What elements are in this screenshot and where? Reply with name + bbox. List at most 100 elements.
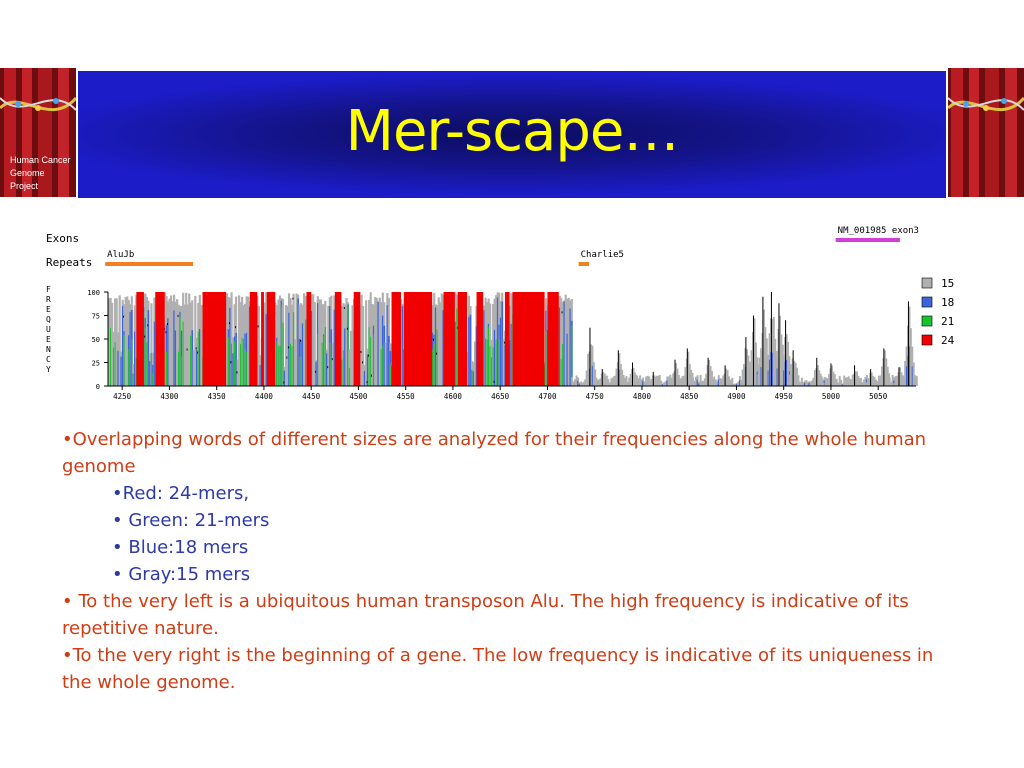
green-21mer-bar (227, 337, 230, 386)
green-21mer-bar (323, 336, 325, 386)
x-tick-label: 4500 (349, 392, 368, 401)
gray-15mer-peak (603, 373, 606, 386)
gray-15mer-peak (622, 374, 625, 386)
gray-15mer-peak (855, 371, 858, 386)
x-tick-label: 4600 (444, 392, 463, 401)
gray-15mer-peak (638, 383, 641, 386)
blue-18mer-bar (310, 311, 313, 386)
gray-15mer-bar (169, 295, 173, 386)
blue-18mer-bar (783, 370, 785, 386)
gray-15mer-peak (596, 383, 599, 386)
green-21mer-bar (165, 351, 168, 386)
blue-18mer-bar (288, 312, 290, 386)
gray-15mer-bar (374, 297, 377, 386)
green-21mer-bar (433, 343, 435, 386)
gray-15mer-peak (676, 368, 679, 386)
black-peak-line (631, 362, 633, 386)
gray-15mer-bar (473, 341, 477, 386)
legend-label: 15 (941, 277, 954, 290)
gray-15mer-peak (872, 375, 875, 386)
gray-15mer-bar (640, 379, 643, 386)
blue-18mer-bar (134, 331, 136, 386)
black-edge-mark (195, 347, 197, 350)
gray-15mer-bar (171, 301, 174, 386)
gray-15mer-peak (677, 375, 680, 386)
y-label-letter: U (46, 325, 51, 334)
gray-15mer-peak (614, 375, 617, 386)
legend-label: 18 (941, 296, 954, 309)
blue-18mer-bar (808, 383, 810, 386)
black-edge-mark (360, 350, 362, 353)
x-tick-label: 4550 (397, 392, 416, 401)
gray-15mer-peak (657, 381, 660, 386)
green-21mer-bar (486, 339, 488, 386)
gray-15mer-bar (236, 359, 239, 386)
gray-15mer-bar (163, 292, 167, 386)
gray-15mer-peak (772, 317, 775, 386)
green-21mer-bar (562, 343, 564, 386)
gray-15mer-peak (822, 382, 825, 386)
gray-15mer-peak (758, 357, 761, 386)
blue-18mer-bar (906, 366, 908, 386)
gray-15mer-peak (710, 370, 713, 386)
gray-15mer-peak (745, 349, 748, 386)
gray-15mer-peak (606, 380, 609, 386)
blue-18mer-bar (248, 306, 251, 386)
black-peak-line (589, 327, 591, 386)
black-peak-line (830, 363, 832, 386)
logo-text: Human Cancer Genome Project (10, 154, 71, 193)
blue-18mer-bar (344, 328, 346, 386)
gray-15mer-peak (836, 383, 839, 386)
green-21mer-bar (299, 356, 301, 386)
gray-15mer-peak (851, 374, 854, 386)
gray-15mer-bar (349, 330, 353, 386)
gray-15mer-bar (732, 383, 735, 386)
gray-15mer-peak (765, 338, 768, 386)
gray-15mer-bar (238, 295, 241, 386)
gray-15mer-peak (740, 380, 743, 386)
gray-15mer-peak (587, 353, 590, 386)
gray-15mer-bar (695, 376, 698, 386)
black-edge-mark (235, 326, 236, 329)
sub-bullet-red: •Red: 24-mers, (112, 483, 250, 504)
gray-15mer-peak (812, 377, 815, 386)
y-label-letter: R (46, 295, 51, 304)
gray-15mer-bar (319, 299, 322, 386)
legend-label: 24 (941, 334, 955, 347)
green-21mer-bar (246, 352, 248, 386)
black-edge-mark (186, 348, 188, 351)
green-21mer-bar (280, 305, 283, 386)
black-peak-line (792, 350, 794, 386)
black-edge-mark (165, 331, 167, 334)
green-21mer-bar (317, 334, 319, 386)
green-21mer-bar (348, 367, 351, 386)
gray-15mer-peak (615, 368, 618, 386)
gray-15mer-bar (303, 293, 306, 386)
green-21mer-bar (368, 327, 370, 386)
blue-18mer-bar (717, 379, 719, 386)
blue-18mer-bar (120, 356, 122, 386)
blue-18mer-bar (383, 325, 386, 386)
gray-15mer-peak (621, 369, 624, 386)
gray-15mer-peak (585, 370, 588, 386)
gray-15mer-peak (885, 358, 888, 386)
gray-15mer-peak (883, 350, 886, 386)
black-peak-line (601, 369, 603, 386)
blue-18mer-bar (642, 380, 644, 386)
blue-18mer-bar (265, 314, 268, 386)
gray-15mer-bar (378, 297, 381, 386)
gray-15mer-bar (645, 376, 648, 386)
black-edge-mark (362, 361, 363, 364)
gray-15mer-bar (118, 295, 121, 386)
green-21mer-bar (324, 327, 326, 386)
black-peak-line (854, 365, 856, 386)
green-21mer-bar (241, 337, 243, 386)
gray-15mer-bar (701, 380, 704, 386)
black-edge-mark (197, 351, 199, 354)
green-21mer-bar (488, 326, 490, 386)
red-24mer-block (443, 292, 455, 386)
gray-15mer-bar (126, 296, 129, 386)
gray-15mer-bar (192, 350, 195, 386)
black-peak-line (686, 348, 688, 386)
